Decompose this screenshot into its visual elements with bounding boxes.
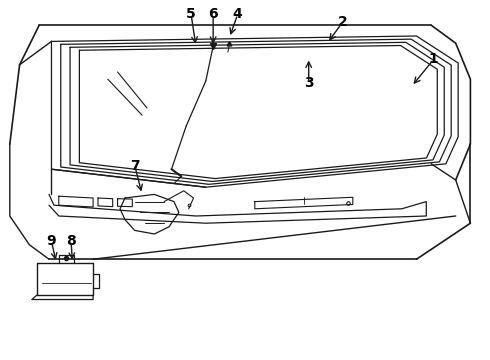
Text: 9: 9	[47, 234, 56, 248]
Text: 2: 2	[338, 15, 348, 28]
Text: 5: 5	[186, 8, 196, 21]
Text: 4: 4	[233, 8, 243, 21]
Text: 8: 8	[66, 234, 76, 248]
Text: 7: 7	[130, 159, 140, 172]
Text: 6: 6	[208, 8, 218, 21]
Text: 3: 3	[304, 76, 314, 90]
Text: 1: 1	[429, 53, 439, 66]
